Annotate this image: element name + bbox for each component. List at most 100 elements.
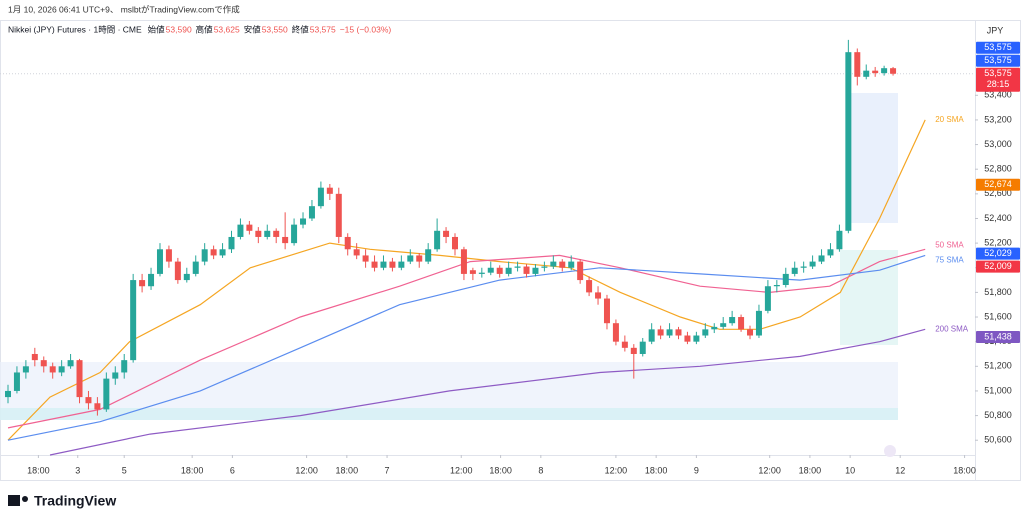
x-tick-label: 18:00 xyxy=(27,465,50,475)
candle-body xyxy=(809,261,816,267)
y-tick-label: 52,400 xyxy=(984,213,1012,223)
candle-body xyxy=(326,187,333,194)
ohlc-value: 53,575 xyxy=(310,24,336,34)
candle-body xyxy=(183,273,190,281)
candle-body xyxy=(550,261,557,267)
price-badge-label: 53,575 xyxy=(984,55,1012,65)
candle-body xyxy=(791,267,798,274)
y-tick-label: 50,600 xyxy=(984,435,1012,445)
candle-body xyxy=(13,372,20,391)
x-tick-label: 7 xyxy=(385,465,390,475)
candle-body xyxy=(460,249,467,274)
range-boxes xyxy=(0,93,898,420)
ohlc-label: 始値 xyxy=(148,24,166,34)
range-box xyxy=(840,250,898,345)
candle-body xyxy=(291,224,298,244)
candle-body xyxy=(121,360,128,373)
brand: TradingView xyxy=(8,493,116,509)
x-tick-label: 3 xyxy=(75,465,80,475)
y-tick-label: 50,800 xyxy=(984,410,1012,420)
candle-body xyxy=(603,298,610,324)
candle-body xyxy=(335,193,342,237)
candle-body xyxy=(31,353,38,361)
candle-body xyxy=(317,187,324,207)
y-tick-label: 53,200 xyxy=(984,114,1012,124)
price-badge-label: 52,009 xyxy=(984,261,1012,271)
candle-body xyxy=(764,286,771,311)
candle-body xyxy=(344,236,351,250)
candle-body xyxy=(890,68,897,74)
brand-name: TradingView xyxy=(34,493,116,509)
candle-body xyxy=(451,236,458,250)
candle-body xyxy=(237,224,244,237)
candle-body xyxy=(586,280,593,293)
candle-body xyxy=(425,249,432,262)
candle-body xyxy=(469,270,476,274)
candle-body xyxy=(362,255,369,262)
x-tick-label: 18:00 xyxy=(953,465,976,475)
candle-body xyxy=(711,326,718,330)
candle-body xyxy=(148,273,155,287)
sma-label: 200 SMA xyxy=(935,324,969,333)
price-badge-label: 53,575 xyxy=(984,68,1012,78)
candle-body xyxy=(255,230,262,237)
candle-body xyxy=(219,249,226,256)
candle-body xyxy=(112,372,119,379)
candle-body xyxy=(863,70,870,77)
candle-body xyxy=(729,317,736,324)
candle-body xyxy=(389,261,396,268)
candle-body xyxy=(881,68,888,74)
candle-body xyxy=(443,230,450,237)
candle-body xyxy=(747,329,754,336)
x-tick-label: 10 xyxy=(845,465,855,475)
candle-body xyxy=(693,335,700,342)
candle-body xyxy=(738,317,745,330)
x-tick-label: 5 xyxy=(122,465,127,475)
candle-body xyxy=(648,329,655,342)
y-tick-label: 51,600 xyxy=(984,311,1012,321)
candle-body xyxy=(264,230,271,237)
symbol-title: Nikkei (JPY) Futures · 1時間 · CME xyxy=(8,24,142,34)
candle-body xyxy=(514,266,521,268)
candle-body xyxy=(639,341,646,354)
candle-body xyxy=(407,255,414,262)
candle-body xyxy=(103,378,110,410)
range-box xyxy=(0,408,898,420)
candle-body xyxy=(782,273,789,285)
price-badge-label: 53,575 xyxy=(984,42,1012,52)
candle-body xyxy=(353,249,360,256)
candle-body xyxy=(282,236,289,244)
candle-body xyxy=(675,329,682,336)
candle-body xyxy=(487,267,494,273)
candle-body xyxy=(505,267,512,274)
x-tick-label: 12:00 xyxy=(450,465,473,475)
candle-body xyxy=(684,335,691,342)
candle-body xyxy=(40,360,47,367)
legend-header: Nikkei (JPY) Futures · 1時間 · CME 始値 53,590… xyxy=(8,24,391,34)
currency: JPY xyxy=(987,25,1004,35)
logo-dot xyxy=(22,496,28,502)
ohlc-label: 終値 xyxy=(292,24,310,34)
candle-body xyxy=(49,366,56,373)
candle-body xyxy=(595,292,602,299)
price-badge xyxy=(976,247,1020,260)
y-tick-label: 51,000 xyxy=(984,385,1012,395)
candle-body xyxy=(434,230,441,250)
candle-body xyxy=(845,52,852,231)
sma-label: 50 SMA xyxy=(935,240,964,249)
candle-body xyxy=(827,249,834,256)
candle-body xyxy=(228,236,235,250)
ohlc-label: 安値 xyxy=(244,24,262,34)
price-badge-label: 51,438 xyxy=(984,331,1012,341)
price-badge xyxy=(976,41,1020,54)
y-tick-label: 51,800 xyxy=(984,287,1012,297)
event-icon xyxy=(884,445,896,457)
candle-body xyxy=(308,206,315,219)
candle-body xyxy=(657,329,664,336)
candle-body xyxy=(156,249,163,274)
x-tick-label: 9 xyxy=(694,465,699,475)
chart-frame xyxy=(0,20,1021,481)
price-badge-label: 52,674 xyxy=(984,179,1012,189)
candle-body xyxy=(139,280,146,287)
